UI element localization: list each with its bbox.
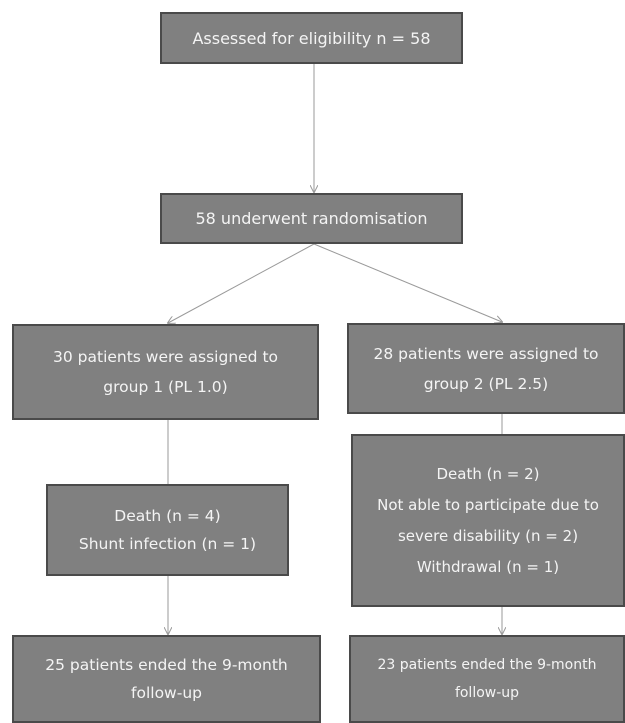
group2-exclusion-withdrawal: Withdrawal (n = 1): [416, 557, 560, 576]
group1-exclusion-shunt: Shunt infection (n = 1): [78, 535, 257, 553]
group2-ended-line-1: 23 patients ended the 9-month: [377, 657, 597, 673]
group2-ended-box: 23 patients ended the 9-month follow-up: [349, 635, 625, 723]
group2-exclusion-death: Death (n = 2): [436, 464, 540, 483]
group1-assigned-line-1: 30 patients were assigned to: [53, 348, 278, 366]
group2-exclusion-disability-2: severe disability (n = 2): [397, 526, 579, 545]
group2-exclusions-box: Death (n = 2) Not able to participate du…: [351, 434, 625, 607]
group1-exclusions-box: Death (n = 4) Shunt infection (n = 1): [46, 484, 289, 576]
group2-exclusion-disability-1: Not able to participate due to: [377, 495, 599, 514]
arrow-randomised-to-group2: [313, 243, 502, 322]
group2-assigned-line-1: 28 patients were assigned to: [373, 344, 599, 363]
group2-ended-line-2: follow-up: [454, 685, 520, 701]
group1-assigned-line-2: group 1 (PL 1.0): [103, 378, 228, 396]
assessed-text: Assessed for eligibility n = 58: [192, 28, 431, 48]
group2-assigned-line-2: group 2 (PL 2.5): [423, 374, 549, 393]
group1-ended-line-1: 25 patients ended the 9-month: [45, 656, 288, 674]
group1-exclusion-death: Death (n = 4): [114, 507, 221, 525]
group1-assigned-box: 30 patients were assigned to group 1 (PL…: [12, 324, 319, 420]
group1-ended-line-2: follow-up: [131, 684, 202, 702]
group2-assigned-box: 28 patients were assigned to group 2 (PL…: [347, 323, 625, 414]
group1-ended-box: 25 patients ended the 9-month follow-up: [12, 635, 321, 723]
randomised-box: 58 underwent randomisation: [160, 193, 463, 244]
assessed-box: Assessed for eligibility n = 58: [160, 12, 463, 64]
randomised-text: 58 underwent randomisation: [195, 209, 428, 228]
arrow-randomised-to-group1: [168, 243, 315, 323]
